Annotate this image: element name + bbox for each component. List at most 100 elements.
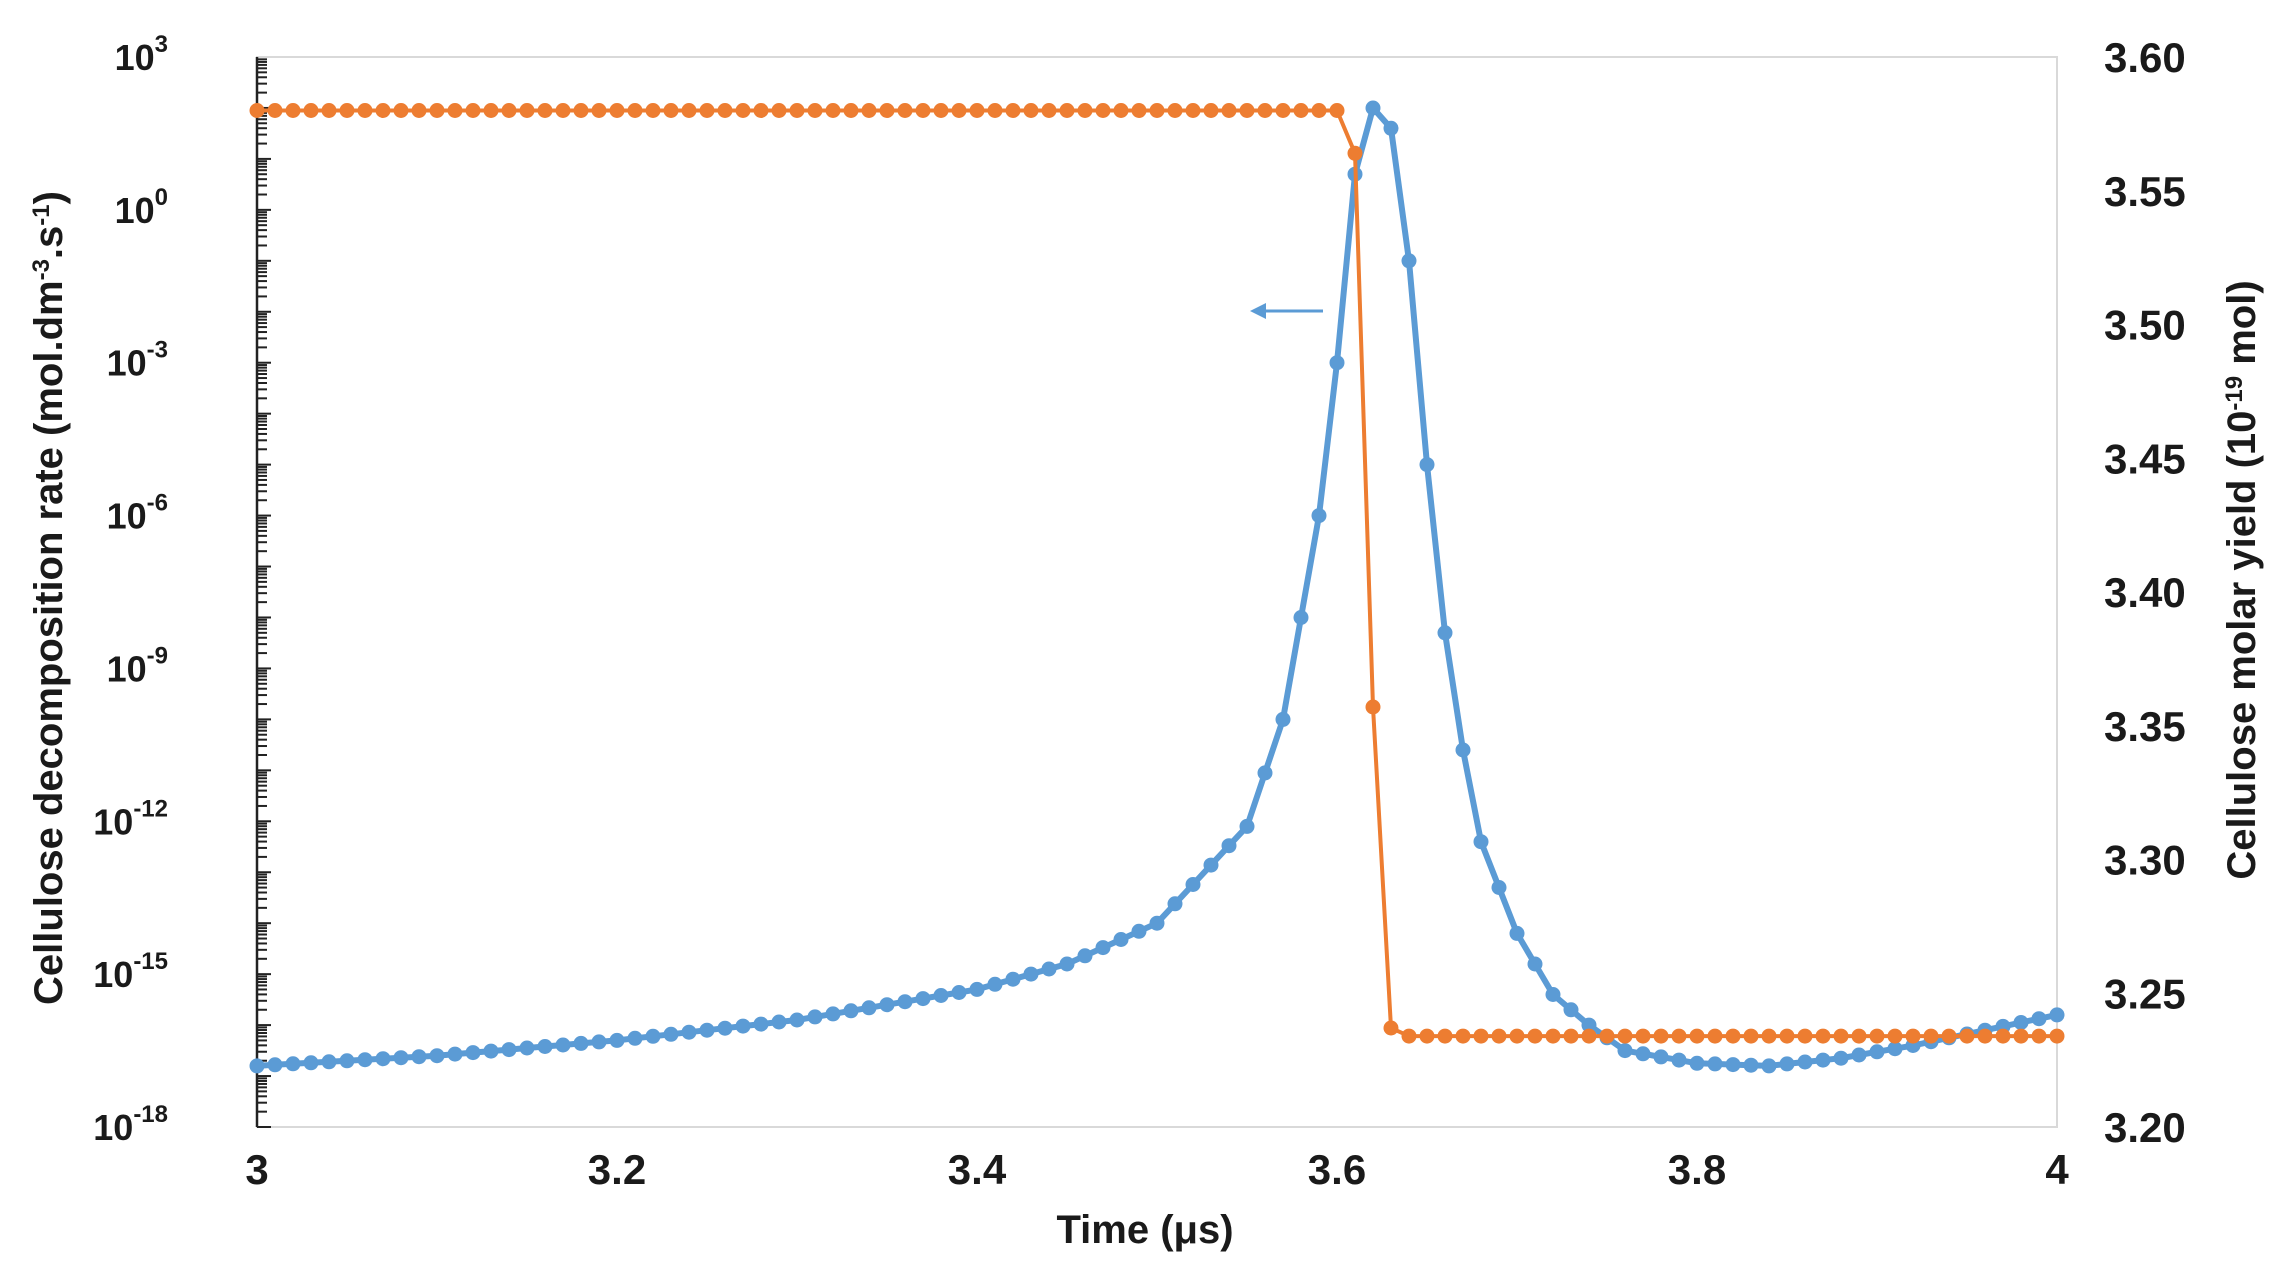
series-point-2	[501, 103, 517, 118]
series-point-1	[1725, 1057, 1741, 1073]
series-point-2	[861, 103, 877, 118]
series-point-1	[1671, 1052, 1687, 1068]
series-point-2	[267, 103, 283, 118]
series-point-1	[2049, 1007, 2065, 1023]
series-point-1	[1257, 765, 1273, 781]
series-point-1	[501, 1042, 517, 1058]
series-point-2	[1149, 103, 1165, 118]
series-point-1	[987, 976, 1003, 992]
series-point-2	[1023, 103, 1039, 118]
series-point-1	[1851, 1047, 1867, 1063]
series-point-2	[357, 103, 373, 118]
series-point-2	[1815, 1028, 1831, 1044]
x-tick-label: 3.2	[588, 1146, 646, 1193]
series-point-2	[1077, 103, 1093, 118]
series-point-1	[1509, 925, 1525, 941]
left-axis-tick-labels: 103 100 10-3 10-6 10-9 10-12 10-15 10-18	[93, 31, 168, 1148]
x-tick-label: 3	[245, 1146, 268, 1193]
series-point-1	[1275, 711, 1291, 727]
series-point-1	[1617, 1043, 1633, 1059]
series-point-1	[1653, 1049, 1669, 1065]
series-point-1	[843, 1003, 859, 1019]
series-point-2	[1599, 1028, 1615, 1044]
series-point-1	[1365, 100, 1381, 116]
series-point-2	[1977, 1028, 1993, 1044]
series-point-1	[1581, 1017, 1597, 1033]
series-point-2	[1491, 1028, 1507, 1044]
series-point-2	[303, 103, 319, 118]
series-point-2	[1743, 1028, 1759, 1044]
series-point-2	[753, 103, 769, 118]
right-tick-label: 3.45	[2104, 435, 2186, 482]
series-point-2	[1959, 1028, 1975, 1044]
series-point-2	[1995, 1028, 2011, 1044]
right-tick-label: 3.40	[2104, 569, 2186, 616]
series-point-2	[429, 103, 445, 118]
series-point-1	[969, 981, 985, 997]
series-point-2	[519, 103, 535, 118]
series-point-1	[825, 1006, 841, 1022]
series-layer	[249, 100, 2065, 1074]
series-point-2	[1005, 103, 1021, 118]
series-point-2	[1257, 103, 1273, 118]
series-point-1	[321, 1054, 337, 1070]
series-point-1	[1203, 857, 1219, 873]
series-point-1	[1455, 742, 1471, 758]
series-point-1	[2013, 1015, 2029, 1030]
left-tick-label: 10-3	[107, 337, 168, 384]
series-point-2	[447, 103, 463, 118]
left-tick-label: 10-9	[107, 642, 168, 689]
series-point-2	[1923, 1028, 1939, 1044]
right-tick-label: 3.35	[2104, 703, 2186, 750]
series-point-2	[1887, 1028, 1903, 1044]
left-tick-label: 10-18	[93, 1101, 168, 1148]
series-point-2	[1905, 1028, 1921, 1044]
series-line-2	[257, 108, 2057, 1039]
series-point-2	[1437, 1028, 1453, 1044]
series-point-1	[1545, 987, 1561, 1002]
series-point-1	[789, 1012, 805, 1028]
series-point-1	[519, 1040, 535, 1056]
series-point-2	[1131, 103, 1147, 118]
series-point-2	[1869, 1028, 1885, 1044]
series-point-1	[1437, 625, 1453, 641]
series-point-1	[627, 1030, 643, 1046]
series-point-2	[1347, 145, 1363, 161]
series-point-2	[285, 103, 301, 118]
series-point-2	[411, 103, 427, 118]
right-tick-label: 3.25	[2104, 970, 2186, 1017]
series-point-2	[1041, 103, 1057, 118]
right-axis-title: Cellulose molar yield (10-19 mol)	[2220, 280, 2264, 879]
series-point-2	[1833, 1028, 1849, 1044]
series-point-1	[1383, 120, 1399, 136]
series-point-2	[1455, 1028, 1471, 1044]
series-point-1	[1185, 877, 1201, 892]
series-point-2	[2031, 1028, 2047, 1044]
series-point-1	[357, 1052, 373, 1068]
series-point-1	[429, 1048, 445, 1064]
series-point-2	[1851, 1028, 1867, 1044]
left-axis-minor-ticks	[257, 58, 271, 1128]
series-point-1	[483, 1043, 499, 1059]
right-axis-tick-labels: 3.60 3.55 3.50 3.45 3.40 3.35 3.30 3.25 3.20	[2104, 34, 2186, 1151]
series-point-2	[1113, 103, 1129, 118]
annotation-arrow	[1250, 303, 1323, 319]
series-point-2	[1167, 103, 1183, 118]
series-point-1	[1887, 1041, 1903, 1057]
x-axis-tick-labels: 3 3.2 3.4 3.6 3.8 4	[245, 1146, 2069, 1193]
right-tick-label: 3.55	[2104, 168, 2186, 215]
series-point-2	[969, 103, 985, 118]
series-point-2	[339, 103, 355, 118]
series-point-1	[447, 1046, 463, 1062]
series-point-2	[1581, 1028, 1597, 1044]
series-point-1	[1059, 956, 1075, 972]
series-point-1	[1869, 1044, 1885, 1060]
right-tick-label: 3.60	[2104, 34, 2186, 81]
series-point-2	[1563, 1028, 1579, 1044]
series-point-1	[1329, 355, 1345, 371]
series-point-1	[537, 1039, 553, 1054]
x-tick-label: 4	[2045, 1146, 2069, 1193]
series-point-2	[321, 103, 337, 118]
series-point-2	[249, 103, 265, 118]
series-point-1	[249, 1058, 265, 1074]
